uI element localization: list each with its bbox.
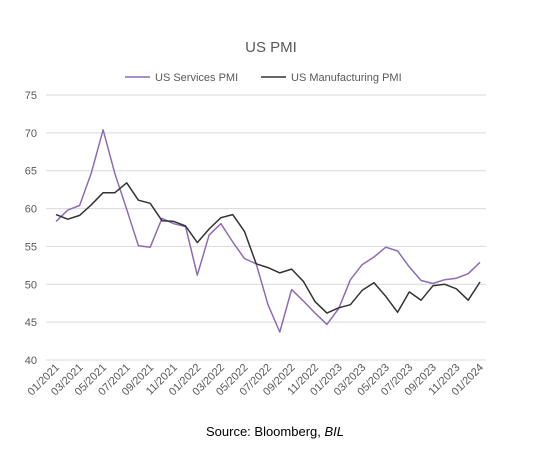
source-caption: Source: Bloomberg, BIL <box>0 424 550 439</box>
y-tick-label: 55 <box>25 241 37 253</box>
series-lines <box>55 129 481 333</box>
source-brand: BIL <box>324 424 345 439</box>
y-tick-label: 65 <box>25 166 37 178</box>
series-line-services <box>55 129 481 333</box>
y-tick-label: 75 <box>25 90 37 102</box>
x-axis: 01/202103/202105/202107/202109/202111/20… <box>26 362 487 399</box>
y-axis: 75 70 65 60 55 50 45 40 <box>25 90 37 367</box>
y-tick-label: 50 <box>25 279 37 291</box>
pmi-chart: US PMI US Services PMI US Manufacturing … <box>25 39 487 399</box>
chart-title: US PMI <box>245 39 297 56</box>
y-tick-label: 40 <box>25 355 37 367</box>
y-tick-label: 45 <box>25 317 37 329</box>
legend-label-services: US Services PMI <box>155 72 238 84</box>
legend: US Services PMI US Manufacturing PMI <box>125 72 402 84</box>
legend-label-manufacturing: US Manufacturing PMI <box>291 72 402 84</box>
series-line-manufacturing <box>55 182 481 314</box>
gridlines <box>46 94 486 361</box>
source-text: Source: Bloomberg, <box>205 424 325 439</box>
y-tick-label: 60 <box>25 204 37 216</box>
y-tick-label: 70 <box>25 128 37 140</box>
